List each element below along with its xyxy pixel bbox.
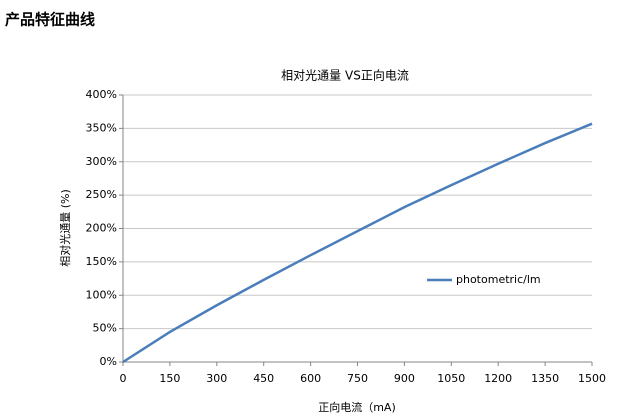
x-tick-label: 300 (206, 372, 227, 385)
y-tick-label: 400% (86, 88, 117, 101)
legend-label: photometric/lm (456, 273, 541, 286)
y-axis-label: 相对光通量 (%) (58, 189, 72, 267)
data-line (122, 122, 593, 364)
x-tick-label: 150 (159, 372, 180, 385)
y-tick-label: 250% (86, 188, 117, 201)
page-title: 产品特征曲线 (5, 11, 95, 29)
x-tick-label: 1500 (578, 372, 606, 385)
y-tick-label: 200% (86, 222, 117, 235)
y-tick-label: 150% (86, 255, 117, 268)
y-tick-label: 50% (93, 322, 117, 335)
x-tick-label: 450 (253, 372, 274, 385)
y-tick-label: 0% (100, 355, 117, 368)
chart-title: 相对光通量 VS正向电流 (281, 68, 409, 83)
x-tick-label: 0 (120, 372, 127, 385)
x-tick-label: 600 (300, 372, 321, 385)
y-tick-label: 350% (86, 121, 117, 134)
y-tick-label: 300% (86, 155, 117, 168)
x-axis-label: 正向电流（mA) (318, 400, 396, 414)
y-tick-label: 100% (86, 288, 117, 301)
x-tick-label: 900 (394, 372, 415, 385)
x-tick-label: 1050 (437, 372, 465, 385)
x-tick-label: 1200 (484, 372, 512, 385)
x-tick-label: 750 (347, 372, 368, 385)
x-tick-label: 1350 (531, 372, 559, 385)
